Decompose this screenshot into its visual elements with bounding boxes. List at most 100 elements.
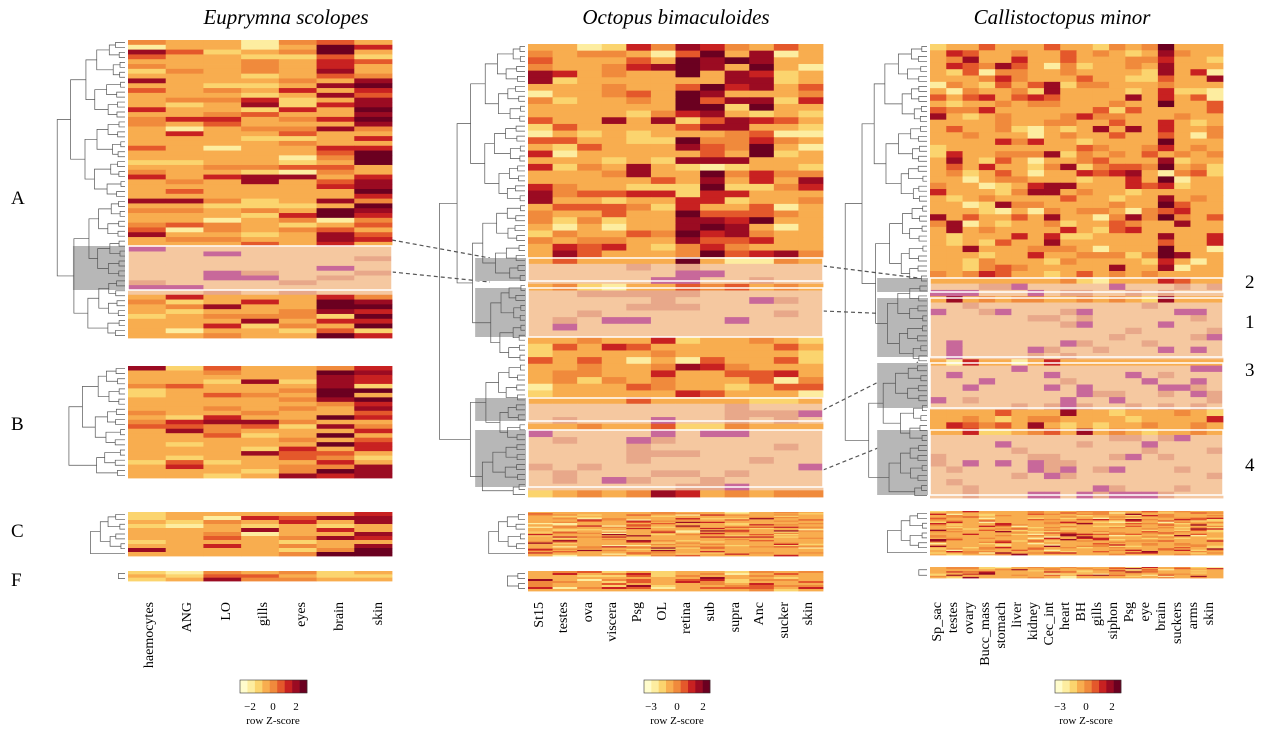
heatmap-cell <box>1157 334 1175 341</box>
heatmap-cell <box>1174 516 1191 519</box>
heatmap-cell <box>978 94 996 102</box>
heatmap-cell <box>203 379 242 385</box>
heatmap-cell <box>552 190 578 198</box>
heatmap-cell <box>528 527 553 530</box>
heatmap-cell <box>773 77 799 85</box>
heatmap-cell <box>1076 535 1094 537</box>
heatmap-cell <box>354 232 393 238</box>
heatmap-cell <box>995 547 1012 549</box>
heatmap-cell <box>1125 264 1143 272</box>
heatmap-cell <box>203 451 242 456</box>
heatmap-cell <box>1190 390 1208 398</box>
heatmap-cell <box>675 515 701 518</box>
heatmap-cell <box>1174 277 1191 285</box>
heatmap-cell <box>1092 119 1110 127</box>
heatmap-cell <box>1076 176 1094 184</box>
heatmap-cell <box>1206 549 1224 552</box>
heatmap-cell <box>675 518 701 520</box>
heatmap-cell <box>675 538 701 541</box>
heatmap-cell <box>1076 573 1094 576</box>
heatmap-cell <box>650 579 676 582</box>
heatmap-cell <box>528 330 553 338</box>
heatmap-cell <box>749 571 775 574</box>
heatmap-cell <box>1092 574 1110 577</box>
heatmap-cell <box>354 294 393 300</box>
heatmap-cell <box>1157 214 1175 221</box>
heatmap-cell <box>675 370 701 378</box>
heatmap-cell <box>1157 569 1175 571</box>
heatmap-cell <box>700 123 726 132</box>
heatmap-cell <box>978 466 996 474</box>
heatmap-cell <box>128 78 167 84</box>
heatmap-cell <box>1190 340 1208 348</box>
heatmap-cell <box>354 40 393 46</box>
heatmap-cell <box>128 548 167 553</box>
heatmap-cell <box>1174 334 1191 341</box>
heatmap-cell <box>700 430 726 438</box>
heatmap-cell <box>626 547 652 550</box>
heatmap-cell <box>354 227 393 233</box>
column-label: sucker <box>777 602 792 639</box>
heatmap-cell <box>1141 327 1159 335</box>
heatmap-cell <box>1043 252 1061 259</box>
heatmap-cell <box>128 189 167 195</box>
heatmap-cell <box>650 512 676 514</box>
heatmap-cell <box>354 164 393 171</box>
heatmap-cell <box>946 271 963 278</box>
heatmap-cell <box>798 157 824 165</box>
heatmap-cell <box>1174 245 1191 253</box>
heatmap-cell <box>1011 523 1029 525</box>
legend-title: row Z-score <box>1059 715 1113 727</box>
heatmap-cell <box>946 264 963 272</box>
heatmap-cell <box>165 73 204 79</box>
heatmap-cell <box>278 237 317 243</box>
heatmap-cell <box>601 534 627 536</box>
heatmap-cell <box>1011 258 1029 266</box>
heatmap-cell <box>128 446 167 452</box>
heatmap-cell <box>165 246 204 252</box>
heatmap-cell <box>930 94 947 102</box>
heatmap-cell <box>675 197 701 205</box>
heatmap-cell <box>1157 371 1175 379</box>
heatmap-cell <box>724 123 750 132</box>
heatmap-cell <box>1190 107 1208 114</box>
heatmap-cell <box>528 203 553 211</box>
heatmap-cell <box>203 68 242 75</box>
heatmap-cell <box>995 271 1012 278</box>
heatmap-cell <box>1060 434 1077 442</box>
heatmap-cell <box>278 516 317 521</box>
heatmap-cell <box>1060 568 1077 570</box>
heatmap-cell <box>1060 144 1077 152</box>
heatmap-cell <box>241 294 280 300</box>
heatmap-cell <box>1060 340 1077 348</box>
heatmap-cell <box>1092 525 1110 528</box>
heatmap-cell <box>1174 44 1191 51</box>
heatmap-cell <box>1109 302 1126 310</box>
heatmap-cell <box>203 49 242 55</box>
heatmap-cell <box>749 553 775 556</box>
heatmap-cell <box>1027 157 1045 165</box>
heatmap-cell <box>946 571 963 573</box>
heatmap-cell <box>165 552 204 557</box>
heatmap-cell <box>1060 516 1077 519</box>
heatmap-cell <box>1027 138 1045 146</box>
heatmap-cell <box>700 519 726 521</box>
heatmap-cell <box>1043 201 1061 209</box>
heatmap-cell <box>749 70 775 78</box>
heatmap-cell <box>798 587 824 590</box>
heatmap-cell <box>773 423 799 431</box>
heatmap-cell <box>577 542 603 545</box>
heatmap-cell <box>1174 151 1191 158</box>
heatmap-cell <box>1190 543 1208 545</box>
heatmap-cell <box>675 520 701 523</box>
heatmap-cell <box>626 337 652 345</box>
heatmap-cell <box>1027 545 1045 548</box>
heatmap-cell <box>354 256 393 262</box>
heatmap-cell <box>165 155 204 161</box>
heatmap-cell <box>1190 315 1208 322</box>
heatmap-cell <box>626 437 652 445</box>
heatmap-cell <box>1076 220 1094 228</box>
heatmap-cell <box>241 40 280 46</box>
heatmap-cell <box>1190 547 1208 549</box>
heatmap-cell <box>577 103 603 112</box>
